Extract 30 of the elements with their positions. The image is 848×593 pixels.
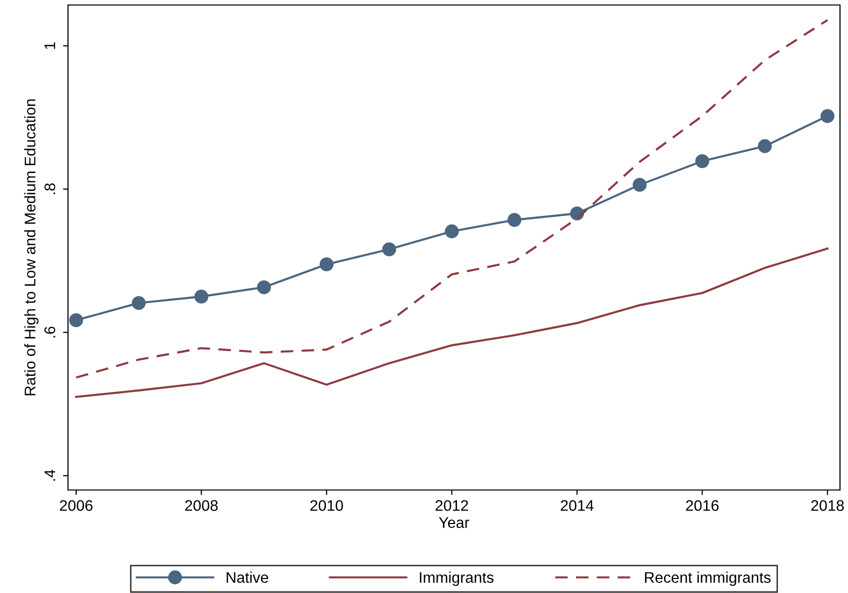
y-tick-label: 1	[44, 42, 56, 49]
point	[69, 313, 84, 328]
point	[758, 139, 772, 154]
legend-label: Native	[226, 572, 268, 583]
y-tick-label: .4	[44, 470, 56, 481]
point	[320, 257, 334, 272]
point	[194, 290, 208, 304]
point	[632, 178, 647, 192]
x-axis-title: Year	[438, 517, 470, 528]
legend-label: Recent immigrants	[645, 572, 771, 586]
point	[444, 224, 459, 238]
point	[695, 154, 710, 168]
x-tick-label: 2008	[185, 500, 218, 511]
y-tick-label: .8	[44, 183, 56, 194]
x-tick-label: 2016	[686, 500, 719, 511]
y-tick-label: .6	[44, 326, 56, 338]
x-tick-label: 2006	[60, 500, 92, 511]
line-series	[75, 19, 829, 379]
point	[820, 109, 834, 123]
y-axis-title: Ratio of High to Low and Medium Education	[24, 99, 38, 396]
point	[132, 296, 146, 310]
point	[507, 212, 522, 227]
point	[382, 242, 396, 256]
x-tick-label: 2018	[811, 500, 844, 511]
point	[257, 280, 271, 294]
x-tick-label: 2014	[560, 500, 594, 511]
x-tick-label: 2010	[310, 500, 343, 511]
line-series	[75, 248, 829, 398]
legend-label: Immigrants	[420, 572, 494, 586]
x-tick-label: 2012	[436, 500, 468, 511]
